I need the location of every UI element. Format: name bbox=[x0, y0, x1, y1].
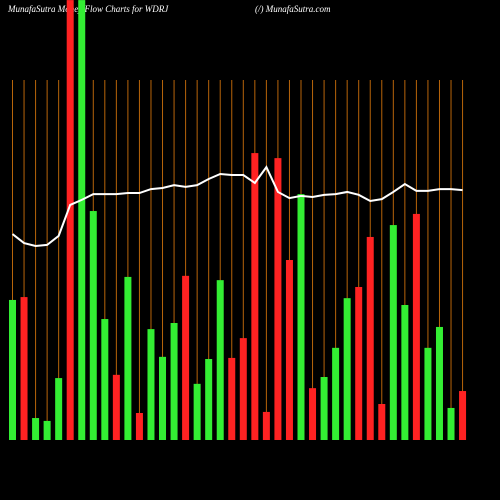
line bbox=[11, 165, 463, 247]
bar bbox=[78, 0, 86, 441]
bar bbox=[228, 357, 236, 440]
bar bbox=[135, 413, 143, 440]
bar bbox=[435, 326, 443, 440]
bar bbox=[101, 319, 109, 440]
bar bbox=[251, 153, 259, 440]
chart-title: MunafaSutra Money Flow Charts for WDRJ bbox=[7, 4, 169, 14]
bar bbox=[297, 194, 305, 440]
bar bbox=[20, 297, 28, 440]
bar bbox=[447, 407, 455, 440]
bar bbox=[424, 347, 432, 440]
bar bbox=[205, 359, 213, 440]
bar bbox=[182, 275, 190, 440]
bar bbox=[389, 225, 397, 440]
bar bbox=[216, 280, 224, 440]
bar bbox=[459, 391, 467, 440]
bar bbox=[412, 213, 420, 440]
bar bbox=[343, 298, 351, 440]
bar bbox=[32, 418, 40, 440]
bar bbox=[170, 323, 178, 440]
bar bbox=[320, 377, 328, 440]
bar bbox=[239, 338, 247, 440]
bar bbox=[55, 378, 63, 440]
bar bbox=[112, 374, 120, 440]
bar bbox=[66, 0, 74, 441]
bar bbox=[285, 260, 293, 440]
bar bbox=[9, 299, 16, 440]
bar bbox=[43, 420, 51, 440]
bar bbox=[193, 383, 201, 440]
bar bbox=[124, 276, 132, 440]
bar bbox=[147, 329, 155, 440]
bar bbox=[309, 388, 317, 440]
bar bbox=[332, 347, 340, 440]
bar bbox=[274, 158, 282, 440]
bar bbox=[262, 411, 270, 440]
chart-subtitle: (/) MunafaSutra.com bbox=[255, 4, 331, 14]
bar bbox=[355, 287, 363, 440]
bar bbox=[159, 356, 167, 440]
bar bbox=[366, 236, 374, 440]
bar bbox=[378, 404, 386, 440]
bar bbox=[401, 305, 409, 440]
bar bbox=[89, 211, 97, 440]
